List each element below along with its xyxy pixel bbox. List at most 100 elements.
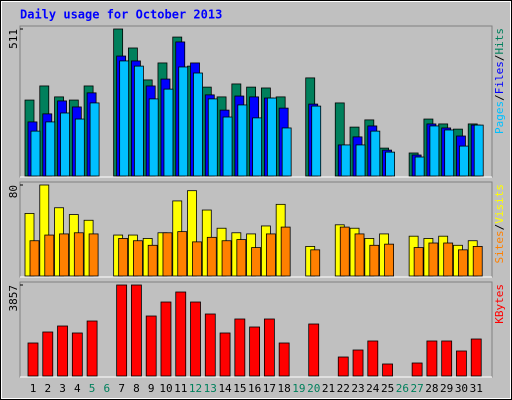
- bar: [131, 284, 142, 377]
- x-tick-label: 12: [189, 382, 202, 395]
- x-tick-label: 7: [118, 382, 125, 395]
- bar: [147, 244, 158, 277]
- bar: [30, 130, 41, 177]
- x-tick-label: 3: [59, 382, 66, 395]
- bar: [178, 66, 189, 177]
- x-tick-label: 16: [248, 382, 261, 395]
- bar: [311, 105, 322, 177]
- bar: [71, 332, 83, 377]
- bar: [281, 127, 292, 177]
- bar: [265, 233, 276, 277]
- legend-entry: Files: [493, 61, 506, 94]
- bar: [354, 233, 365, 277]
- bar: [251, 247, 262, 277]
- bar: [222, 116, 233, 177]
- bar: [207, 98, 218, 177]
- bar: [60, 112, 70, 177]
- bar: [413, 247, 424, 277]
- x-tick-label: 30: [455, 382, 468, 395]
- bar: [444, 129, 455, 177]
- bar: [44, 234, 55, 277]
- legend-separator: /: [493, 224, 506, 231]
- legend-separator: /: [493, 55, 506, 62]
- bar: [441, 340, 453, 377]
- bar: [221, 240, 232, 277]
- x-tick-label: 28: [425, 382, 438, 395]
- x-tick-label: 4: [74, 382, 81, 395]
- bar: [367, 340, 379, 377]
- bar: [234, 318, 246, 377]
- x-tick-label: 31: [470, 382, 483, 395]
- x-tick-label: 21: [322, 382, 335, 395]
- bar: [116, 284, 128, 377]
- bar: [73, 232, 84, 277]
- bar: [206, 236, 217, 277]
- x-tick-label: 11: [174, 382, 187, 395]
- legend-entry: Hits: [493, 28, 506, 55]
- x-tick-label: 18: [278, 382, 291, 395]
- bar: [352, 349, 364, 377]
- bar: [192, 241, 202, 277]
- bar: [266, 97, 277, 177]
- bar: [148, 98, 159, 177]
- bar: [204, 313, 216, 377]
- bar: [337, 356, 349, 377]
- bar: [411, 362, 423, 377]
- legend-entry: Pages: [493, 101, 506, 134]
- bar: [133, 240, 143, 277]
- legend-entry: KBytes: [493, 284, 506, 324]
- bar: [163, 88, 174, 177]
- bar: [45, 121, 56, 177]
- x-tick-label: 10: [159, 382, 172, 395]
- bar: [134, 65, 144, 177]
- bar: [162, 232, 173, 277]
- bar: [472, 246, 483, 277]
- bar: [456, 350, 467, 377]
- x-tick-label: 20: [307, 382, 320, 395]
- bar: [119, 60, 130, 177]
- bar: [428, 242, 439, 277]
- x-tick-label: 9: [148, 382, 155, 395]
- bar: [29, 240, 40, 277]
- bar: [193, 72, 203, 177]
- x-tick-label: 26: [396, 382, 409, 395]
- bar: [236, 239, 247, 277]
- bar: [280, 226, 291, 277]
- legend-separator: /: [493, 94, 506, 101]
- y-tick-label: 80: [7, 185, 20, 198]
- bar: [118, 238, 129, 277]
- bar: [190, 301, 201, 377]
- legend: KBytes: [493, 284, 506, 324]
- legend-entry: Sites: [493, 230, 506, 263]
- legend: Sites/Visits: [493, 184, 506, 264]
- bar: [252, 117, 263, 177]
- bar: [237, 104, 248, 177]
- x-tick-label: 24: [366, 382, 380, 395]
- bar: [384, 243, 394, 277]
- bar: [414, 156, 425, 177]
- y-tick-label: 3857: [7, 285, 20, 312]
- x-tick-label: 13: [204, 382, 217, 395]
- bar: [459, 145, 469, 177]
- bar: [187, 190, 197, 277]
- x-tick-label: 23: [351, 382, 364, 395]
- bar: [249, 326, 261, 377]
- bar: [429, 125, 440, 177]
- bar: [310, 249, 321, 277]
- x-tick-label: 29: [440, 382, 453, 395]
- bar: [57, 325, 68, 377]
- bar: [74, 118, 85, 177]
- bar: [278, 342, 290, 377]
- bar: [160, 301, 172, 377]
- bar: [59, 233, 69, 277]
- bar: [175, 291, 187, 377]
- bar: [89, 102, 100, 177]
- bar: [355, 144, 366, 177]
- bar: [473, 124, 484, 177]
- bar: [219, 332, 231, 377]
- bar: [382, 363, 393, 377]
- bar: [308, 323, 320, 377]
- x-tick-label: 1: [30, 382, 37, 395]
